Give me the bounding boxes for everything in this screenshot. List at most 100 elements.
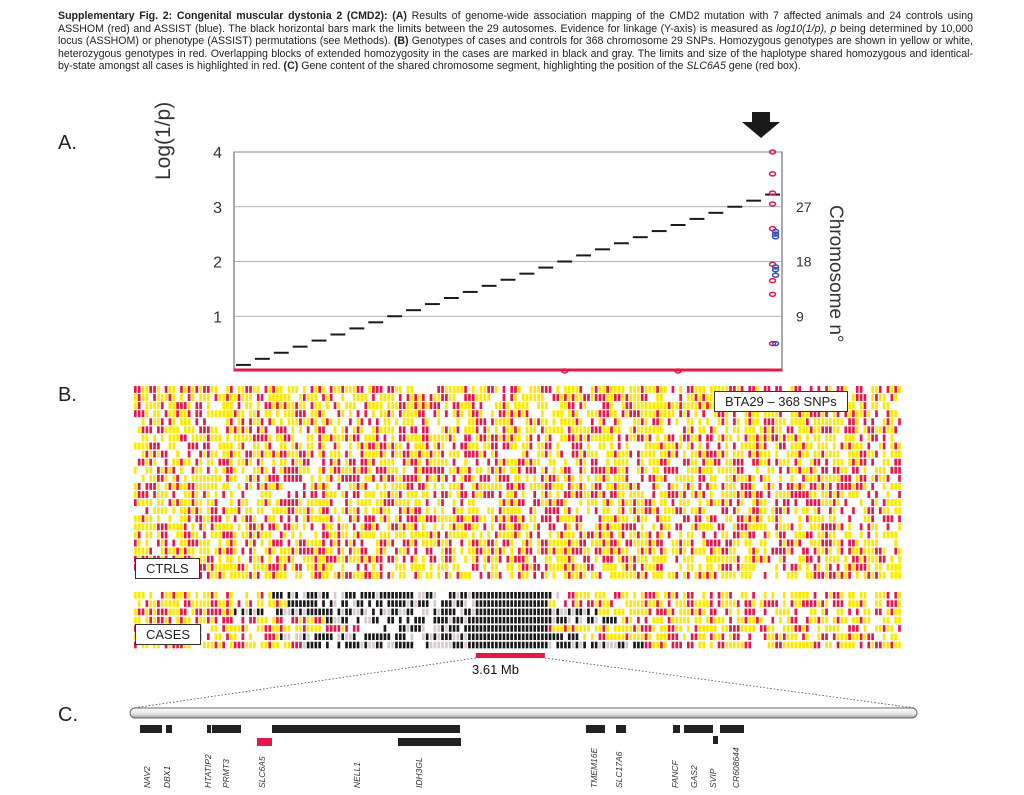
genotype-cell: [253, 515, 256, 523]
genotype-cell: [690, 563, 694, 571]
genotype-cell: [736, 466, 740, 474]
genotype-cell: [195, 474, 199, 482]
genotype-cell: [521, 539, 525, 547]
genotype-cell: [598, 539, 602, 547]
genotype-cell: [813, 466, 817, 474]
genotype-cell: [187, 386, 191, 393]
genotype-cell: [840, 592, 844, 599]
panel-c-letter: C.: [58, 704, 78, 726]
genotype-cell: [249, 402, 252, 410]
genotype-cell: [518, 563, 521, 571]
genotype-cell: [360, 483, 364, 490]
genotype-cell: [886, 523, 890, 531]
genotype-cell: [740, 523, 744, 531]
genotype-cell: [683, 402, 686, 410]
genotype-cell: [398, 402, 402, 410]
genotype-cell: [544, 402, 548, 410]
genotype-cell: [621, 507, 625, 515]
genotype-cell: [299, 641, 302, 649]
genotype-cell: [733, 539, 736, 547]
genotype-cell: [456, 633, 460, 641]
genotype-cell: [648, 450, 652, 458]
genotype-cell: [652, 466, 656, 474]
genotype-cell: [306, 507, 310, 515]
genotype-cell: [579, 600, 583, 607]
genotype-cell: [679, 625, 682, 632]
genotype-cell: [268, 600, 272, 607]
genotype-cell: [809, 442, 813, 450]
genotype-cell: [756, 507, 759, 515]
genotype-cell: [633, 641, 636, 649]
genotype-cell: [625, 555, 629, 563]
genotype-cell: [640, 458, 644, 466]
genotype-cell: [191, 491, 195, 498]
genotype-cell: [541, 410, 544, 418]
genotype-cell: [675, 466, 679, 474]
genotype-cell: [326, 483, 329, 490]
genotype-cell: [345, 555, 348, 563]
genotype-cell: [372, 571, 375, 579]
genotype-cell: [767, 555, 771, 563]
genotype-cell: [299, 418, 302, 426]
genotype-cell: [733, 625, 736, 632]
genotype-cell: [287, 515, 291, 523]
genotype-cell: [567, 608, 571, 616]
genotype-cell: [683, 491, 686, 498]
genotype-cell: [698, 491, 702, 498]
genotype-cell: [867, 633, 871, 641]
genotype-cell: [433, 507, 437, 515]
genotype-cell: [871, 426, 874, 434]
genotype-cell: [422, 515, 425, 523]
genotype-cell: [698, 394, 702, 401]
genotype-cell: [571, 483, 575, 490]
genotype-cell: [291, 523, 295, 531]
genotype-cell: [456, 592, 460, 599]
genotype-cell: [829, 563, 832, 571]
genotype-cell: [832, 426, 836, 434]
genotype-cell: [176, 608, 179, 616]
genotype-cell: [882, 555, 886, 563]
genotype-cell: [606, 466, 610, 474]
genotype-cell: [341, 625, 345, 632]
genotype-cell: [264, 547, 268, 555]
genotype-cell: [817, 434, 821, 442]
genotype-cell: [471, 483, 475, 490]
genotype-cell: [844, 483, 848, 490]
genotype-cell: [456, 386, 460, 393]
genotype-cell: [256, 434, 260, 442]
genotype-cell: [690, 450, 694, 458]
genotype-cell: [763, 434, 767, 442]
genotype-cell: [206, 474, 210, 482]
genotype-cell: [852, 410, 855, 418]
genotype-cell: [468, 523, 471, 531]
genotype-cell: [279, 616, 283, 624]
genotype-cell: [825, 600, 828, 607]
genotype-cell: [302, 625, 306, 632]
genotype-cell: [629, 633, 633, 641]
genotype-cell: [679, 539, 682, 547]
genotype-cell: [637, 466, 640, 474]
genotype-cell: [825, 571, 828, 579]
genotype-cell: [817, 523, 821, 531]
genotype-cell: [855, 458, 859, 466]
genotype-cell: [756, 450, 759, 458]
genotype-cell: [264, 402, 268, 410]
genotype-cell: [560, 547, 563, 555]
genotype-cell: [575, 633, 579, 641]
genotype-cell: [514, 625, 517, 632]
genotype-cell: [736, 458, 740, 466]
genotype-cell: [256, 563, 260, 571]
genotype-cell: [686, 616, 690, 624]
genotype-cell: [226, 507, 229, 515]
genotype-cell: [302, 547, 306, 555]
genotype-cell: [710, 499, 713, 507]
genotype-cell: [448, 592, 452, 599]
genotype-cell: [614, 474, 617, 482]
genotype-cell: [425, 491, 429, 498]
genotype-cell: [314, 394, 318, 401]
genotype-cell: [556, 608, 560, 616]
genotype-cell: [848, 633, 851, 641]
genotype-cell: [356, 474, 360, 482]
genotype-cell: [283, 499, 287, 507]
genotype-cell: [256, 418, 260, 426]
